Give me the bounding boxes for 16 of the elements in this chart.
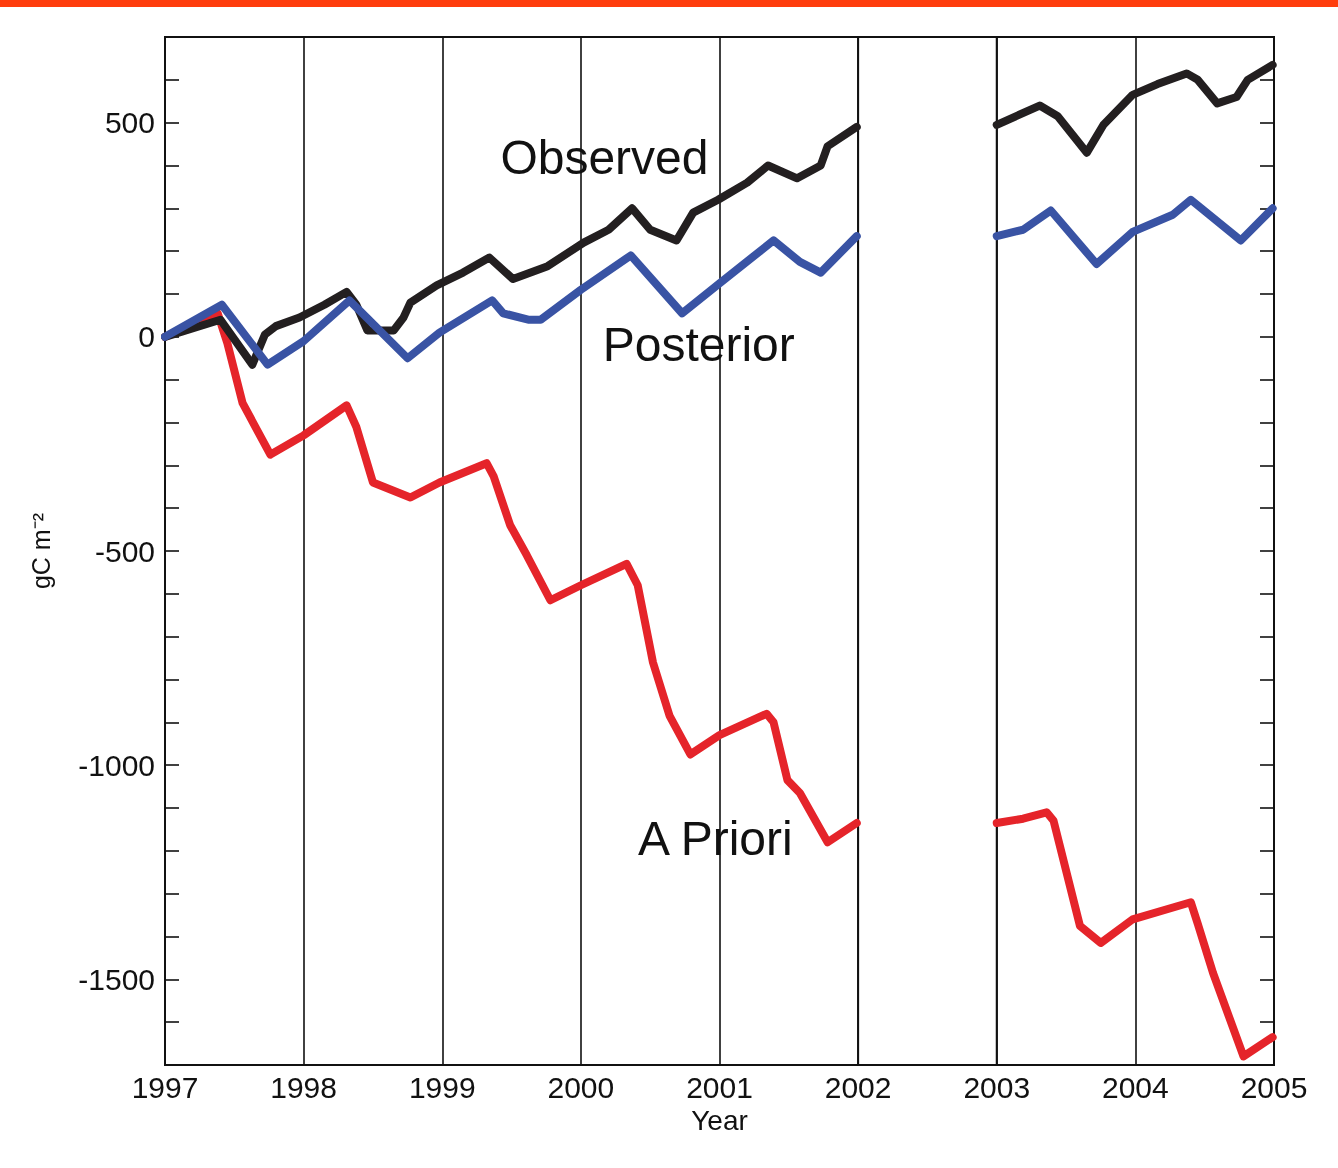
x-tick-label: 2000 [547,1070,615,1104]
x-tick-label: 1997 [131,1070,199,1104]
x-tick-label: 2005 [1240,1070,1308,1104]
y-tick-label: 0 [138,320,155,354]
y-tick-label: -1500 [78,962,155,996]
x-tick-label: 2002 [824,1070,892,1104]
x-tick-label: 2001 [686,1070,753,1104]
y-tick-label: -500 [94,534,155,568]
x-axis-title: Year [691,1105,748,1137]
x-tick-label: 1999 [408,1070,476,1104]
y-tick-label: -1000 [78,748,155,782]
x-tick-label: 2003 [963,1070,1031,1104]
x-tick-label: 1998 [270,1070,337,1104]
x-tick-label: 2004 [1102,1070,1169,1104]
y-axis-title: gC m⁻² [26,512,55,590]
y-tick-label: 500 [104,106,155,140]
